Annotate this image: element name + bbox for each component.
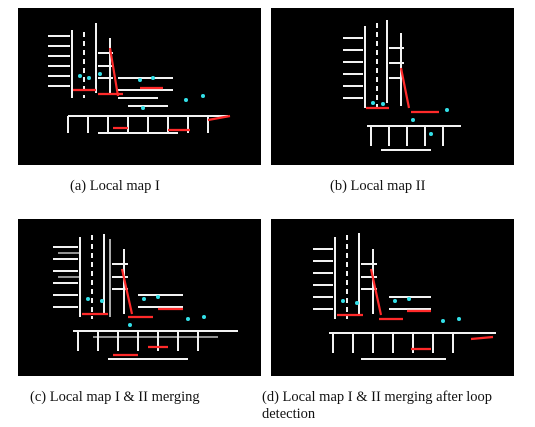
panel-c-caption: (c) Local map I & II merging [30,389,200,406]
loop-closed-map-image [271,219,514,376]
panel-d-caption-text: Local map I & II merging after loop dete… [262,389,493,422]
merged-map-image [18,219,261,376]
local-map-2-plot [343,20,461,151]
panel-b-label: (b) [330,178,347,194]
merged-map-plot [53,234,238,360]
local-map-1-plot [48,23,231,134]
loop-closed-map-plot [313,233,496,360]
panel-c-label: (c) [30,389,47,405]
panel-a-label: (a) [70,178,87,194]
panel-b-caption-text: Local map II [350,178,426,194]
panel-a-caption: (a) Local map I [70,178,160,195]
local-map-2-image [271,8,514,165]
panel-c-caption-text: Local map I & II merging [49,389,200,405]
panel-b-caption: (b) Local map II [330,178,425,195]
local-map-1-image [18,8,261,165]
panel-d-label: (d) [262,389,279,405]
panel-d-caption: (d) Local map I & II merging after loop … [262,389,532,423]
panel-a-caption-text: Local map I [89,178,160,194]
